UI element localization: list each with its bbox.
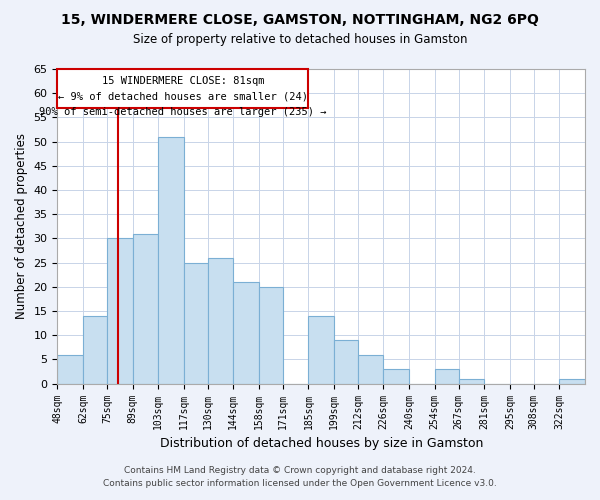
Bar [233,282,259,384]
Text: Size of property relative to detached houses in Gamston: Size of property relative to detached ho… [133,32,467,46]
Bar [358,354,383,384]
Bar [158,137,184,384]
Bar [107,238,133,384]
Bar [334,340,358,384]
Text: 15 WINDERMERE CLOSE: 81sqm
← 9% of detached houses are smaller (24)
90% of semi-: 15 WINDERMERE CLOSE: 81sqm ← 9% of detac… [39,76,326,118]
FancyBboxPatch shape [58,69,308,108]
Bar [383,369,409,384]
Bar [559,379,585,384]
Bar [308,316,334,384]
Text: 15, WINDERMERE CLOSE, GAMSTON, NOTTINGHAM, NG2 6PQ: 15, WINDERMERE CLOSE, GAMSTON, NOTTINGHA… [61,12,539,26]
Bar [133,234,158,384]
Bar [208,258,233,384]
Y-axis label: Number of detached properties: Number of detached properties [15,134,28,320]
Bar [58,354,83,384]
Bar [259,287,283,384]
Text: Contains HM Land Registry data © Crown copyright and database right 2024.
Contai: Contains HM Land Registry data © Crown c… [103,466,497,487]
Bar [435,369,458,384]
Bar [184,262,208,384]
Bar [458,379,484,384]
Bar [83,316,107,384]
X-axis label: Distribution of detached houses by size in Gamston: Distribution of detached houses by size … [160,437,483,450]
